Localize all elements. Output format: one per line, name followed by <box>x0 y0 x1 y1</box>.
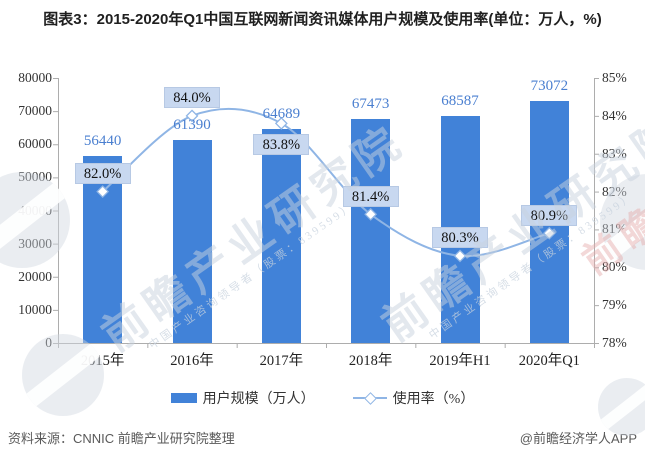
bar <box>172 139 212 343</box>
x-axis-label: 2019年H1 <box>429 353 491 369</box>
legend-label: 用户规模（万人） <box>202 392 315 407</box>
y-axis-tick-right: 79% <box>602 297 627 313</box>
bar-value-label: 68587 <box>441 92 479 109</box>
footer: 资料来源：CNNIC 前瞻产业研究院整理 @前瞻经济学人APP <box>8 428 637 447</box>
y-axis-tick-left: 70000 <box>18 103 52 119</box>
diamond-marker-icon <box>96 185 110 198</box>
y-axis-tick-right: 84% <box>602 107 627 123</box>
y-axis-tick-left: 20000 <box>18 268 52 284</box>
bar <box>351 119 391 343</box>
legend-label: 使用率（%） <box>392 392 475 407</box>
line-point-label: 81.4% <box>342 185 399 207</box>
x-axis-label: 2018年 <box>348 353 393 369</box>
credit-note: @前瞻经济学人APP <box>519 431 637 446</box>
y-axis-tick-left: 80000 <box>18 70 52 85</box>
bar-value-label: 56440 <box>83 133 122 150</box>
line-point-label: 82.0% <box>74 163 131 185</box>
line-diamond-swatch-icon <box>352 392 387 405</box>
diamond-marker-icon <box>542 226 556 240</box>
y-axis-tick-left: 60000 <box>18 136 52 152</box>
y-axis-tick-right: 83% <box>602 145 627 161</box>
bar <box>261 128 301 343</box>
chart-title: 图表3：2015-2020年Q1中国互联网新闻资讯媒体用户规模及使用率(单位：万… <box>43 11 602 28</box>
diamond-marker-icon <box>274 117 288 130</box>
line-point-label: 83.8% <box>253 133 310 155</box>
y-axis-tick-right: 78% <box>602 335 627 350</box>
legend: 用户规模（万人） 使用率（%） <box>0 388 645 408</box>
diamond-marker-icon <box>364 207 378 221</box>
diamond-marker-icon <box>453 249 467 263</box>
line-point-label: 80.3% <box>432 227 488 249</box>
bar-value-label: 61390 <box>173 116 211 133</box>
line-point-label: 80.9% <box>521 204 578 226</box>
legend-item-users: 用户规模（万人） <box>170 388 315 408</box>
bar-value-label: 64689 <box>262 105 301 122</box>
y-axis-tick-left: 10000 <box>18 301 52 317</box>
line-point-label: 84.0% <box>164 87 220 109</box>
x-axis-label: 2016年 <box>170 353 214 369</box>
x-axis-label: 2017年 <box>259 353 304 369</box>
source-note: 资料来源：CNNIC 前瞻产业研究院整理 <box>8 431 235 446</box>
y-axis-tick-right: 85% <box>602 70 627 85</box>
bar-value-label: 73072 <box>530 77 569 94</box>
x-axis-label: 2020年Q1 <box>518 353 580 369</box>
diamond-marker-icon <box>185 109 199 123</box>
bar-swatch-icon <box>170 393 197 403</box>
legend-item-usage-rate: 使用率（%） <box>352 388 475 408</box>
bar-value-label: 67473 <box>351 96 390 113</box>
plot-area: 80000 70000 60000 50000 40000 30000 20000 10000… <box>0 60 645 390</box>
